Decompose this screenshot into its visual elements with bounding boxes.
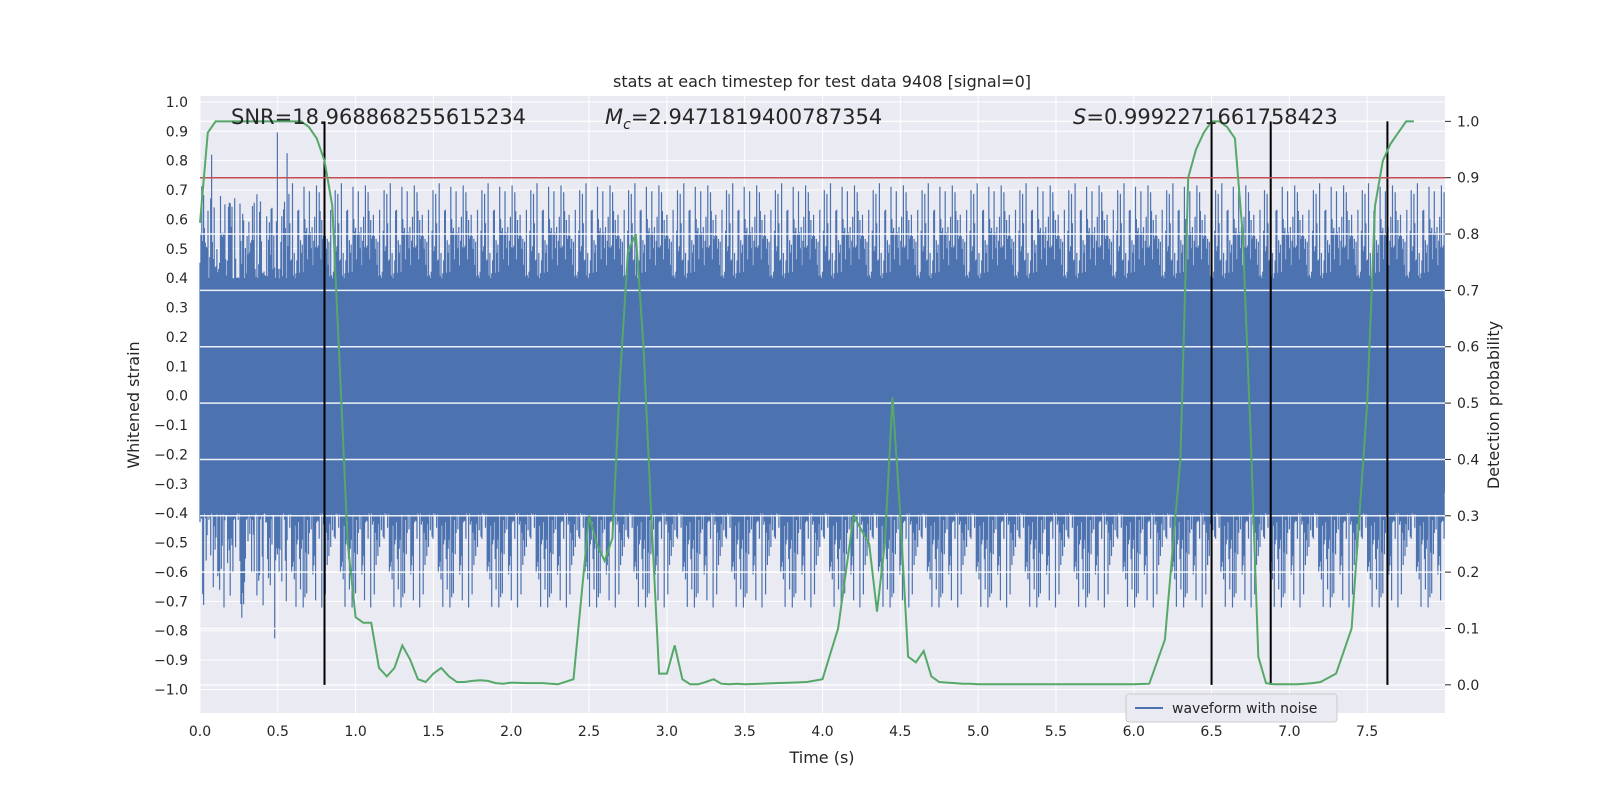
y-left-tick-label: 0.0 bbox=[166, 389, 188, 405]
x-tick-label: 1.0 bbox=[344, 724, 366, 740]
y-right-tick-label: 1.0 bbox=[1457, 114, 1479, 130]
x-tick-label: 2.5 bbox=[578, 724, 600, 740]
x-tick-label: 0.5 bbox=[267, 724, 289, 740]
waveform-series bbox=[199, 132, 1445, 639]
chirp-mass-subscript: c bbox=[623, 117, 631, 133]
s-annotation: S=0.9992271661758423 bbox=[1073, 105, 1338, 129]
y-left-tick-label: −0.6 bbox=[154, 565, 188, 581]
y-left-tick-label: 0.6 bbox=[166, 212, 188, 228]
y-right-tick-label: 0.2 bbox=[1457, 565, 1479, 581]
y-left-tick-label: −0.7 bbox=[154, 594, 188, 610]
x-tick-label: 3.5 bbox=[734, 724, 756, 740]
y-left-tick-label: 0.9 bbox=[166, 124, 188, 140]
y-left-tick-label: 0.1 bbox=[166, 359, 188, 375]
x-tick-labels: 0.0 0.5 1.0 1.5 2.0 2.5 3.0 3.5 4.0 4.5 5.0 5.5 6.0 6… bbox=[189, 724, 1378, 740]
detection-probability-line bbox=[199, 120, 1414, 686]
x-tick-label: 4.5 bbox=[889, 724, 911, 740]
x-tick-label: 3.0 bbox=[656, 724, 678, 740]
x-tick-label: 2.0 bbox=[500, 724, 522, 740]
y-left-tick-label: −0.4 bbox=[154, 506, 188, 522]
y-left-tick-label: 0.5 bbox=[166, 242, 188, 258]
y-left-tick-label: −0.9 bbox=[154, 653, 188, 669]
y-left-tick-label: 0.7 bbox=[166, 183, 188, 199]
y-right-tick-label: 0.0 bbox=[1457, 678, 1479, 694]
y-right-tick-label: 0.3 bbox=[1457, 509, 1479, 525]
y-right-tick-label: 0.7 bbox=[1457, 283, 1479, 299]
x-tick-label: 0.0 bbox=[189, 724, 211, 740]
chirp-mass-symbol: M bbox=[605, 105, 623, 129]
y-left-tick-label: 0.4 bbox=[166, 271, 188, 287]
x-tick-label: 4.0 bbox=[811, 724, 833, 740]
y-right-tick-label: 0.1 bbox=[1457, 621, 1479, 637]
x-tick-label: 6.0 bbox=[1123, 724, 1145, 740]
y-right-tick-labels: 0.0 0.1 0.2 0.3 0.4 0.5 0.6 0.7 0.8 0.9 1.0 bbox=[1445, 114, 1479, 694]
x-tick-label: 5.5 bbox=[1045, 724, 1067, 740]
y-left-tick-label: −0.8 bbox=[154, 624, 188, 640]
x-tick-label: 7.0 bbox=[1278, 724, 1300, 740]
y-right-tick-label: 0.6 bbox=[1457, 340, 1479, 356]
y-left-tick-label: −1.0 bbox=[154, 682, 188, 698]
y-right-tick-label: 0.9 bbox=[1457, 171, 1479, 187]
y-right-tick-label: 0.5 bbox=[1457, 396, 1479, 412]
legend-label-waveform: waveform with noise bbox=[1172, 701, 1317, 717]
y-axis-label-right: Detection probability bbox=[1484, 321, 1503, 489]
y-left-tick-labels: −1.0 −0.9 −0.8 −0.7 −0.6 −0.5 −0.4 −0.3 −0.2 −0.1… bbox=[154, 95, 188, 699]
x-axis-label: Time (s) bbox=[788, 748, 854, 767]
x-tick-label: 1.5 bbox=[422, 724, 444, 740]
legend-box bbox=[1125, 693, 1338, 723]
y-left-tick-label: −0.1 bbox=[154, 418, 188, 434]
chirp-mass-annotation: Mc=2.9471819400787354 bbox=[605, 105, 882, 133]
legend: waveform with noise bbox=[1125, 693, 1338, 723]
y-right-tick-label: 0.8 bbox=[1457, 227, 1479, 243]
detection-markers bbox=[323, 121, 1389, 685]
y-left-tick-label: 0.2 bbox=[166, 330, 188, 346]
x-tick-label: 7.5 bbox=[1356, 724, 1378, 740]
chirp-mass-value: =2.9471819400787354 bbox=[631, 105, 882, 129]
s-value: =0.9992271661758423 bbox=[1086, 105, 1337, 129]
y-left-tick-label: −0.3 bbox=[154, 477, 188, 493]
y-left-tick-label: 1.0 bbox=[166, 95, 188, 111]
x-tick-label: 6.5 bbox=[1200, 724, 1222, 740]
x-tick-label: 5.0 bbox=[967, 724, 989, 740]
y-left-tick-label: 0.8 bbox=[166, 154, 188, 170]
y-axis-label-left: Whitened strain bbox=[124, 341, 143, 468]
s-symbol: S bbox=[1073, 105, 1086, 129]
y-left-tick-label: 0.3 bbox=[166, 301, 188, 317]
y-left-tick-label: −0.5 bbox=[154, 536, 188, 552]
y-left-tick-label: −0.2 bbox=[154, 447, 188, 463]
snr-annotation: SNR=18.968868255615234 bbox=[231, 105, 526, 129]
y-right-tick-label: 0.4 bbox=[1457, 452, 1479, 468]
chart-title: stats at each timestep for test data 940… bbox=[613, 72, 1031, 91]
